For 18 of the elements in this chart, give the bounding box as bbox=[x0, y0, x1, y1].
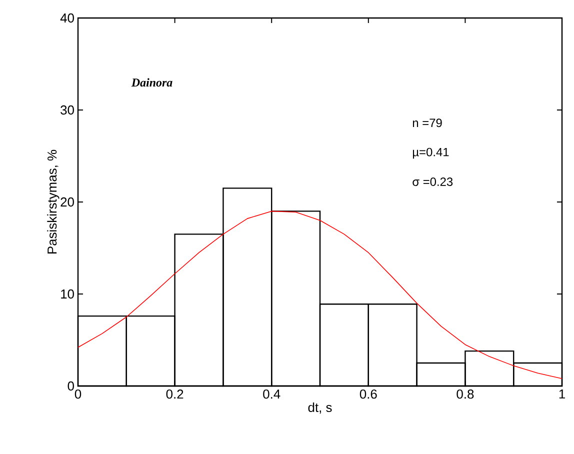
x-tick-label: 0.2 bbox=[166, 390, 184, 399]
x-axis-title: dt, s bbox=[308, 402, 332, 414]
annotation: σ =0.23 bbox=[412, 178, 453, 186]
y-axis-title: Pasiskirstymas, % bbox=[47, 150, 60, 254]
x-tick-label: 0 bbox=[74, 390, 82, 399]
y-tick-label: 10 bbox=[61, 289, 74, 299]
x-tick-label: 0.4 bbox=[263, 390, 280, 399]
y-tick-label: 0 bbox=[68, 381, 74, 391]
y-tick-label: 20 bbox=[60, 197, 74, 207]
y-tick-label: 40 bbox=[60, 13, 74, 23]
line-series bbox=[78, 210, 562, 380]
x-tick-label: 0.6 bbox=[360, 390, 377, 399]
annotation: Dainora bbox=[131, 78, 172, 87]
annotation: n =79 bbox=[412, 118, 442, 128]
y-tick-label: 30 bbox=[60, 105, 74, 115]
x-tick-label: 0.8 bbox=[456, 390, 474, 399]
x-tick-label: 1 bbox=[559, 390, 565, 398]
annotation: µ=0.41 bbox=[412, 148, 449, 159]
